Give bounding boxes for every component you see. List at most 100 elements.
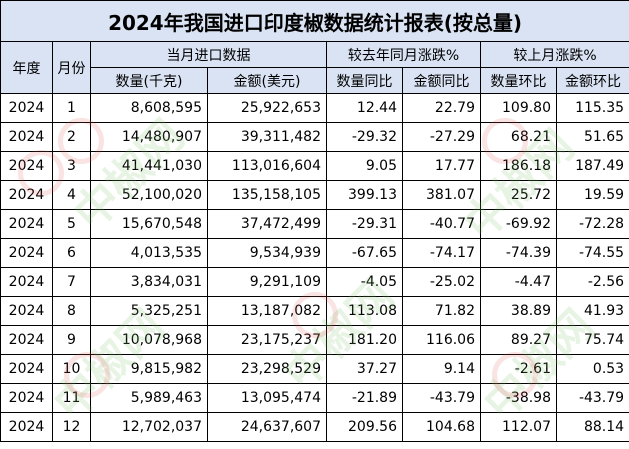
- title-row: 2024年我国进口印度椒数据统计报表(按总量): [0, 0, 629, 42]
- cell-amt-yoy: 17.77: [402, 151, 481, 181]
- cell-qty-yoy: -67.65: [326, 238, 403, 268]
- table-row: 2024 8 5,325,251 13,187,082 113.08 71.82 38.89…: [0, 296, 629, 326]
- header-group-yoy: 较去年同月涨跌%: [326, 41, 481, 68]
- cell-amt-mom: 51.65: [555, 122, 629, 152]
- table-row: 2024 4 52,100,020 135,158,105 399.13 381.07 25…: [0, 180, 629, 210]
- cell-amount: 23,298,529: [207, 354, 327, 384]
- cell-month: 9: [52, 325, 91, 355]
- table-row: 2024 1 8,608,595 25,922,653 12.44 22.79 109.80…: [0, 93, 629, 123]
- cell-year: 2024: [0, 296, 53, 326]
- cell-amt-yoy: -74.17: [402, 238, 481, 268]
- cell-year: 2024: [0, 180, 53, 210]
- table-row: 2024 3 41,441,030 113,016,604 9.05 17.77 186.1…: [0, 151, 629, 181]
- cell-amount: 9,534,939: [207, 238, 327, 268]
- cell-month: 4: [52, 180, 91, 210]
- cell-amt-yoy: 381.07: [402, 180, 481, 210]
- cell-qty-mom: -74.39: [480, 238, 557, 268]
- cell-qty-mom: 25.72: [480, 180, 557, 210]
- cell-amt-mom: -43.79: [555, 383, 629, 413]
- cell-quantity: 41,441,030: [90, 151, 208, 181]
- table-row: 2024 11 5,989,463 13,095,474 -21.89 -43.79 -38…: [0, 383, 629, 413]
- cell-qty-mom: -38.98: [480, 383, 557, 413]
- cell-amount: 13,095,474: [207, 383, 327, 413]
- header-group-mom: 较上月涨跌%: [479, 41, 629, 68]
- cell-qty-yoy: -29.32: [326, 122, 403, 152]
- cell-quantity: 4,013,535: [90, 238, 208, 268]
- cell-amount: 25,922,653: [207, 93, 327, 123]
- cell-qty-yoy: 9.05: [326, 151, 403, 181]
- cell-year: 2024: [0, 238, 53, 268]
- header-month: 月份: [52, 41, 91, 94]
- cell-month: 3: [52, 151, 91, 181]
- cell-amt-mom: -72.28: [555, 209, 629, 239]
- cell-month: 11: [52, 383, 91, 413]
- cell-amt-yoy: 22.79: [402, 93, 481, 123]
- header-qty-mom: 数量环比: [480, 67, 557, 94]
- cell-amt-mom: 115.35: [555, 93, 629, 123]
- cell-quantity: 5,325,251: [90, 296, 208, 326]
- header-row-group: 年度 月份 当月进口数据 较去年同月涨跌% 较上月涨跌%: [0, 41, 629, 94]
- cell-amt-yoy: 104.68: [402, 412, 481, 442]
- cell-year: 2024: [0, 267, 53, 297]
- cell-amount: 135,158,105: [207, 180, 327, 210]
- cell-quantity: 10,078,968: [90, 325, 208, 355]
- cell-qty-mom: 186.18: [480, 151, 557, 181]
- cell-month: 10: [52, 354, 91, 384]
- cell-amt-mom: 19.59: [555, 180, 629, 210]
- cell-month: 1: [52, 93, 91, 123]
- header-amount: 金额(美元): [207, 67, 327, 94]
- cell-qty-yoy: -4.05: [326, 267, 403, 297]
- header-amt-yoy: 金额同比: [402, 67, 481, 94]
- cell-month: 2: [52, 122, 91, 152]
- cell-amt-yoy: -40.77: [402, 209, 481, 239]
- cell-year: 2024: [0, 209, 53, 239]
- header-qty-yoy: 数量同比: [326, 67, 403, 94]
- cell-quantity: 52,100,020: [90, 180, 208, 210]
- table-row: 2024 5 15,670,548 37,472,499 -29.31 -40.77 -69…: [0, 209, 629, 239]
- header-year: 年度: [0, 41, 53, 94]
- report-title: 2024年我国进口印度椒数据统计报表(按总量): [0, 0, 629, 42]
- cell-amt-yoy: -25.02: [402, 267, 481, 297]
- table-row: 2024 12 12,702,037 24,637,607 209.56 104.68 11…: [0, 412, 629, 442]
- cell-qty-yoy: 399.13: [326, 180, 403, 210]
- cell-year: 2024: [0, 354, 53, 384]
- cell-qty-mom: 68.21: [480, 122, 557, 152]
- cell-amt-mom: 41.93: [555, 296, 629, 326]
- cell-qty-yoy: -21.89: [326, 383, 403, 413]
- cell-amount: 24,637,607: [207, 412, 327, 442]
- cell-amt-yoy: 9.14: [402, 354, 481, 384]
- header-amt-mom: 金额环比: [555, 67, 629, 94]
- cell-year: 2024: [0, 383, 53, 413]
- cell-amount: 113,016,604: [207, 151, 327, 181]
- cell-amount: 23,175,237: [207, 325, 327, 355]
- cell-qty-mom: 89.27: [480, 325, 557, 355]
- cell-amt-yoy: -27.29: [402, 122, 481, 152]
- cell-qty-yoy: 113.08: [326, 296, 403, 326]
- cell-amt-mom: -2.56: [555, 267, 629, 297]
- header-row-columns: 数量(千克) 金额(美元) 数量同比 金额同比 数量环比 金额环比: [1, 67, 629, 94]
- cell-quantity: 12,702,037: [90, 412, 208, 442]
- cell-amt-mom: 88.14: [555, 412, 629, 442]
- table-row: 2024 7 3,834,031 9,291,109 -4.05 -25.02 -4.47-…: [0, 267, 629, 297]
- cell-amt-yoy: -43.79: [402, 383, 481, 413]
- cell-amt-yoy: 116.06: [402, 325, 481, 355]
- cell-quantity: 15,670,548: [90, 209, 208, 239]
- cell-quantity: 14,480,907: [90, 122, 208, 152]
- cell-quantity: 3,834,031: [90, 267, 208, 297]
- cell-qty-mom: 109.80: [480, 93, 557, 123]
- cell-amount: 37,472,499: [207, 209, 327, 239]
- cell-amount: 39,311,482: [207, 122, 327, 152]
- cell-month: 7: [52, 267, 91, 297]
- cell-month: 5: [52, 209, 91, 239]
- cell-qty-yoy: 37.27: [326, 354, 403, 384]
- cell-qty-mom: -2.61: [480, 354, 557, 384]
- cell-qty-mom: 38.89: [480, 296, 557, 326]
- cell-amt-mom: 187.49: [555, 151, 629, 181]
- cell-qty-yoy: -29.31: [326, 209, 403, 239]
- cell-qty-mom: -69.92: [480, 209, 557, 239]
- header-quantity: 数量(千克): [90, 67, 208, 94]
- cell-month: 12: [52, 412, 91, 442]
- table-row: 2024 9 10,078,968 23,175,237 181.20 116.06 89.…: [0, 325, 629, 355]
